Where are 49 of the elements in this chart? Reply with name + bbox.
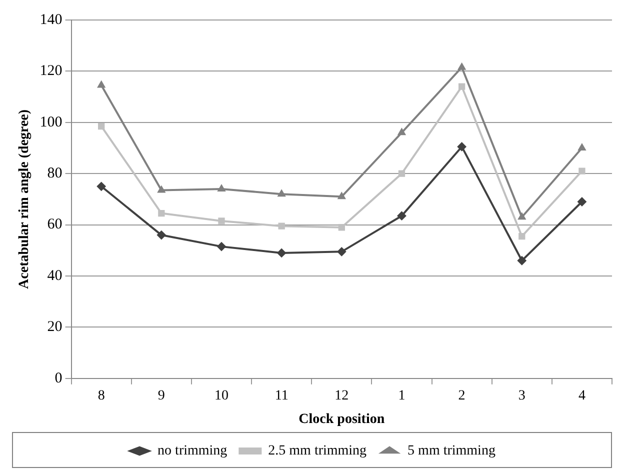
y-tick-label: 140 [40,12,62,28]
legend-label: 5 mm trimming [408,444,496,459]
point [337,247,346,256]
x-tick-label: 10 [214,388,228,404]
point [458,83,466,90]
point [457,142,466,152]
point [518,212,526,220]
x-tick-label: 3 [518,388,526,404]
x-tick-label: 4 [578,388,586,404]
x-tick-label: 9 [158,388,165,404]
point [277,248,286,258]
point [338,224,345,231]
legend-label: no trimming [158,444,228,459]
x-tick-label: 1 [398,388,406,404]
x-tick-label: 12 [334,388,349,404]
y-tick-label: 20 [47,319,62,336]
point [218,218,225,224]
point [398,170,406,177]
point [518,232,526,240]
point [158,210,165,217]
y-tick-label: 80 [47,166,62,182]
point [458,62,466,70]
y-axis-title: Acetabular rim angle (degree) [17,109,32,289]
point [278,222,285,230]
point [98,122,105,130]
point [218,184,226,192]
point [578,168,586,174]
legend-label: 2.5 mm trimming [268,444,367,459]
y-tick-label: 100 [40,114,62,130]
point [398,128,406,136]
y-tick-label: 40 [47,268,62,284]
y-tick-label: 0 [54,370,62,386]
point [278,190,286,197]
x-tick-label: 8 [98,388,105,404]
point [397,211,406,220]
point [517,256,526,266]
point [96,182,106,191]
y-tick-label: 120 [40,63,62,80]
point [156,230,166,240]
point [578,144,586,150]
x-tick-label: 11 [274,388,288,404]
point [338,192,346,200]
y-tick-label: 60 [47,216,62,233]
x-tick-label: 2 [458,388,466,404]
point [157,186,166,193]
point [577,197,586,206]
point [216,242,226,252]
point [97,80,106,88]
x-axis-title: Clock position [298,412,385,428]
